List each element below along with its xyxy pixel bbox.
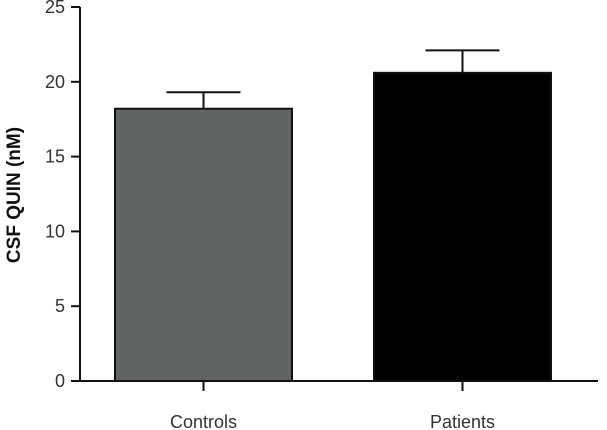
y-tick-label: 0 bbox=[55, 371, 65, 391]
bar-patients bbox=[373, 71, 552, 382]
x-tick-label-patients: Patients bbox=[430, 412, 495, 430]
y-tick-label: 25 bbox=[45, 0, 65, 17]
y-axis-title: CSF QUIN (nM) bbox=[4, 127, 25, 263]
bar-controls bbox=[114, 107, 293, 382]
y-tick-label: 20 bbox=[45, 72, 65, 92]
y-tick-label: 15 bbox=[45, 147, 65, 167]
y-tick-label: 5 bbox=[55, 296, 65, 316]
y-tick-label: 10 bbox=[45, 221, 65, 241]
plot-area: 0 5 10 15 20 25 Controls Patients bbox=[45, 0, 598, 430]
x-tick-label-controls: Controls bbox=[170, 412, 237, 430]
